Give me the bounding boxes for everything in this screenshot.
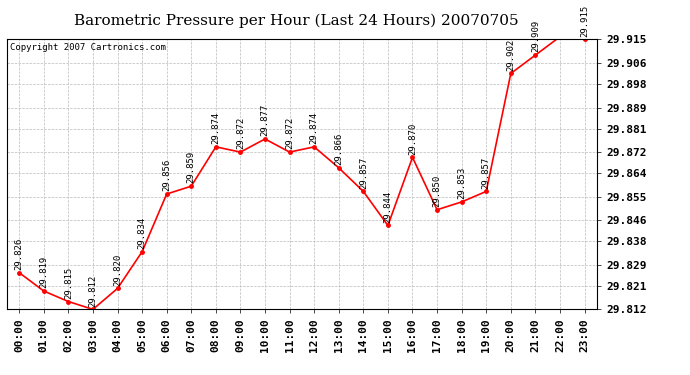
Text: 29.834: 29.834	[137, 217, 146, 249]
Text: 29.916: 29.916	[0, 374, 1, 375]
Text: 29.872: 29.872	[285, 117, 294, 149]
Text: 29.857: 29.857	[482, 156, 491, 189]
Text: 29.856: 29.856	[162, 159, 171, 191]
Text: 29.874: 29.874	[211, 112, 220, 144]
Text: 29.870: 29.870	[408, 122, 417, 154]
Text: 29.844: 29.844	[384, 190, 393, 223]
Text: 29.915: 29.915	[580, 4, 589, 37]
Text: 29.902: 29.902	[506, 38, 515, 70]
Text: 29.877: 29.877	[261, 104, 270, 136]
Text: 29.826: 29.826	[14, 238, 23, 270]
Text: 29.872: 29.872	[236, 117, 245, 149]
Text: Copyright 2007 Cartronics.com: Copyright 2007 Cartronics.com	[10, 44, 166, 52]
Text: 29.820: 29.820	[113, 254, 122, 286]
Text: 29.909: 29.909	[531, 20, 540, 53]
Text: 29.859: 29.859	[187, 151, 196, 183]
Text: 29.815: 29.815	[64, 267, 73, 299]
Text: 29.812: 29.812	[88, 274, 97, 307]
Text: 29.874: 29.874	[310, 112, 319, 144]
Text: 29.853: 29.853	[457, 167, 466, 199]
Text: 29.857: 29.857	[359, 156, 368, 189]
Text: 29.866: 29.866	[334, 133, 343, 165]
Text: 29.819: 29.819	[39, 256, 48, 288]
Text: Barometric Pressure per Hour (Last 24 Hours) 20070705: Barometric Pressure per Hour (Last 24 Ho…	[75, 13, 519, 27]
Text: 29.850: 29.850	[433, 175, 442, 207]
